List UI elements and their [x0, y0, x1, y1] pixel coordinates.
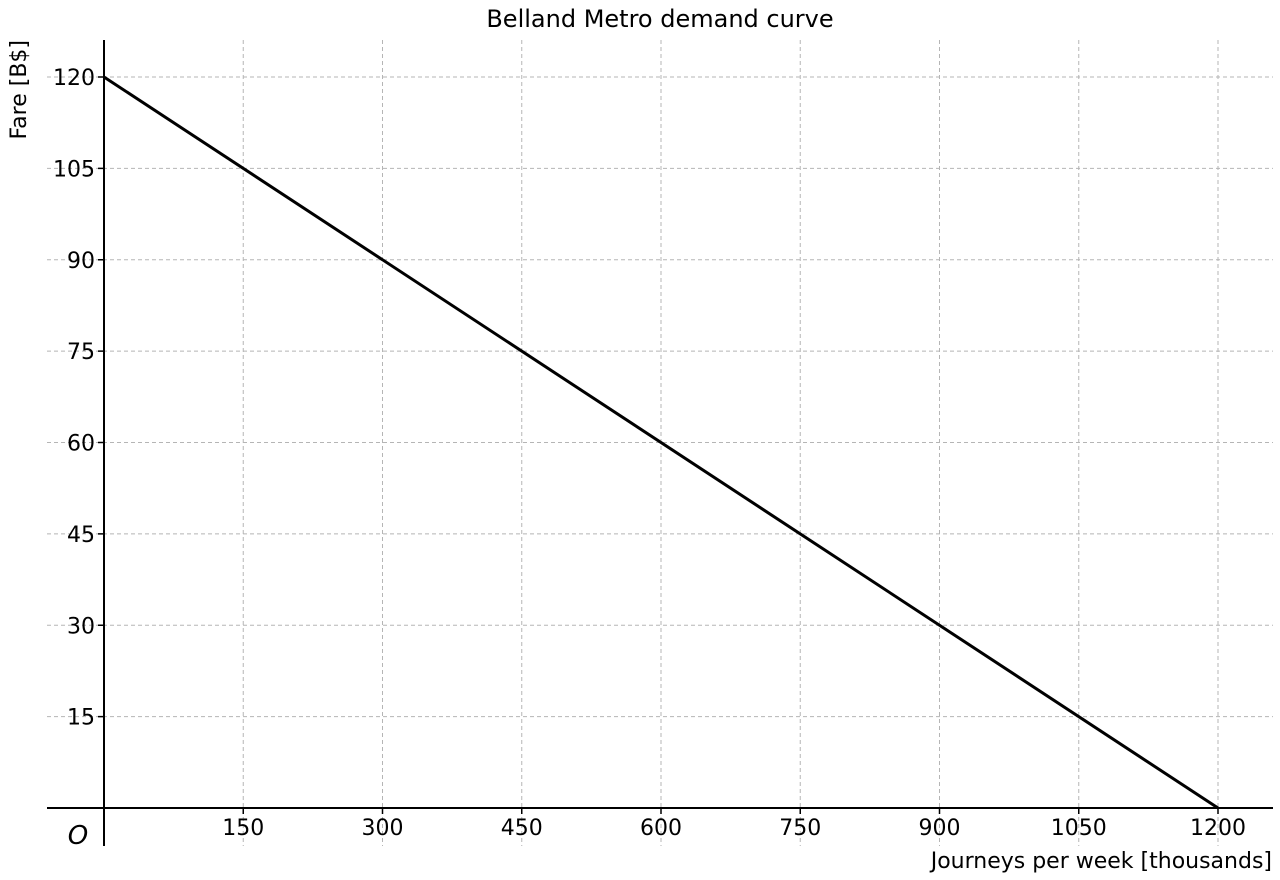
y-tick-label: 75 — [67, 340, 95, 365]
x-tick-label: 900 — [919, 816, 961, 841]
x-tick-label: 1200 — [1190, 816, 1246, 841]
origin-label: O — [68, 821, 88, 851]
tick-marks — [98, 76, 1219, 814]
y-tick-label: 15 — [67, 706, 95, 731]
y-tick-label: 60 — [67, 432, 95, 457]
y-tick-label: 45 — [67, 523, 95, 548]
chart-title: Belland Metro demand curve — [486, 5, 833, 33]
x-tick-label: 750 — [779, 816, 821, 841]
grid — [47, 40, 1273, 846]
y-tick-label: 105 — [53, 157, 95, 182]
x-tick-label: 300 — [362, 816, 404, 841]
x-tick-labels: 150 300 450 600 750 900 1050 1200 — [222, 816, 1246, 841]
x-tick-label: 150 — [222, 816, 264, 841]
x-tick-label: 600 — [640, 816, 682, 841]
x-axis-label: Journeys per week [thousands] — [929, 849, 1272, 874]
demand-curve-line — [103, 75, 1219, 810]
x-tick-label: 450 — [501, 816, 543, 841]
y-axis-label: Fare [B$] — [7, 40, 32, 139]
y-tick-label: 120 — [53, 66, 95, 91]
series — [103, 75, 1219, 810]
x-tick-label: 1050 — [1051, 816, 1107, 841]
y-tick-labels: 15 30 45 60 75 90 105 120 — [53, 66, 95, 731]
y-tick-label: 90 — [67, 249, 95, 274]
y-tick-label: 30 — [67, 614, 95, 639]
